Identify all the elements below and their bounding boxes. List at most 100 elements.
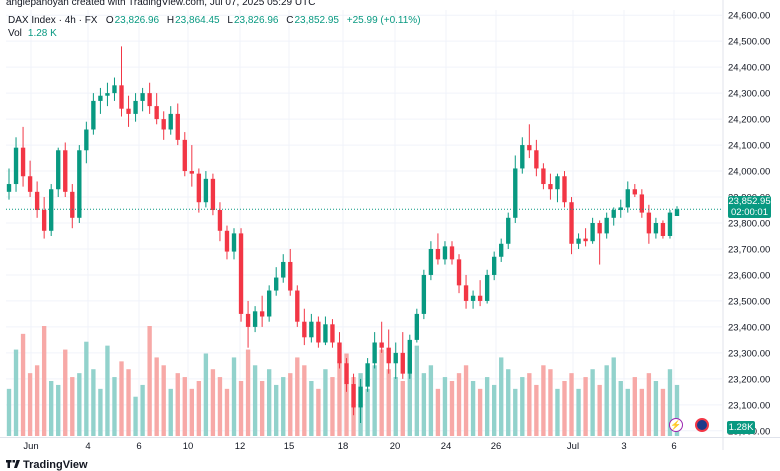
candle-body[interactable]	[337, 342, 342, 364]
candle-body[interactable]	[238, 233, 244, 314]
candle-body[interactable]	[288, 261, 293, 291]
candle-body[interactable]	[147, 93, 152, 107]
candle-body[interactable]	[414, 313, 420, 340]
candle-body[interactable]	[189, 171, 195, 174]
candle-body[interactable]	[20, 147, 26, 177]
candle-body[interactable]	[583, 238, 588, 242]
symbol-legend[interactable]: DAX Index · 4h · FX O23,826.96 H23,864.4…	[8, 15, 421, 26]
candle-body[interactable]	[217, 210, 223, 231]
candle-body[interactable]	[70, 191, 75, 218]
tradingview-brand[interactable]: TradingView	[6, 459, 88, 471]
candle-body[interactable]	[667, 212, 673, 236]
candle-body[interactable]	[477, 295, 483, 301]
candle-body[interactable]	[154, 106, 159, 120]
candle-body[interactable]	[302, 321, 307, 338]
candle-body[interactable]	[527, 145, 532, 151]
candle-body[interactable]	[323, 324, 328, 343]
candle-body[interactable]	[442, 246, 448, 260]
candle-body[interactable]	[309, 321, 314, 338]
candle-body[interactable]	[393, 352, 398, 364]
candle-body[interactable]	[259, 311, 265, 317]
candle-body[interactable]	[435, 248, 441, 260]
candle-body[interactable]	[161, 119, 166, 130]
candle-body[interactable]	[105, 93, 110, 96]
candle-body[interactable]	[646, 212, 652, 234]
candle-body[interactable]	[674, 209, 680, 216]
candle-body[interactable]	[555, 176, 560, 190]
candle-body[interactable]	[625, 189, 630, 208]
candle-body[interactable]	[365, 363, 370, 387]
candle-body[interactable]	[245, 313, 251, 327]
candle-body[interactable]	[653, 223, 659, 234]
candle-body[interactable]	[484, 274, 490, 301]
candle-body[interactable]	[63, 150, 68, 192]
candle-body[interactable]	[224, 230, 230, 252]
candle-body[interactable]	[428, 248, 434, 275]
candle-body[interactable]	[252, 311, 258, 327]
candle-body[interactable]	[576, 238, 581, 244]
volume-legend[interactable]: Vol 1.28 K	[8, 28, 57, 39]
candle-body[interactable]	[196, 173, 202, 203]
candle-body[interactable]	[386, 347, 391, 364]
candle-body[interactable]	[126, 108, 131, 114]
candle-body[interactable]	[112, 85, 117, 94]
candle-body[interactable]	[358, 386, 363, 408]
candle-body[interactable]	[541, 168, 546, 185]
candle-body[interactable]	[499, 243, 504, 257]
candle-body[interactable]	[520, 145, 525, 169]
candle-body[interactable]	[660, 223, 666, 236]
candle-body[interactable]	[379, 342, 384, 348]
candle-body[interactable]	[421, 274, 427, 314]
candle-body[interactable]	[34, 191, 40, 211]
candle-body[interactable]	[41, 210, 47, 231]
candle-body[interactable]	[548, 184, 553, 190]
candle-body[interactable]	[351, 384, 356, 408]
candle-body[interactable]	[27, 176, 33, 192]
candle-body[interactable]	[330, 324, 335, 343]
candle-body[interactable]	[463, 285, 469, 301]
candle-body[interactable]	[590, 223, 595, 242]
candle-body[interactable]	[611, 210, 616, 218]
candle-body[interactable]	[400, 352, 405, 374]
candle-body[interactable]	[168, 113, 173, 130]
candle-body[interactable]	[182, 139, 187, 172]
candle-body[interactable]	[98, 95, 103, 101]
candle-body[interactable]	[344, 363, 349, 385]
candle-body[interactable]	[203, 178, 209, 203]
candle-body[interactable]	[13, 147, 19, 185]
candle-body[interactable]	[56, 150, 61, 190]
candle-body[interactable]	[569, 202, 574, 244]
candle-body[interactable]	[281, 261, 286, 278]
candle-body[interactable]	[316, 321, 321, 343]
candle-body[interactable]	[470, 295, 476, 301]
candle-body[interactable]	[295, 290, 300, 322]
candle-body[interactable]	[534, 150, 539, 169]
candle-body[interactable]	[449, 246, 455, 260]
candle-body[interactable]	[119, 85, 124, 109]
candle-body[interactable]	[77, 150, 82, 218]
candle-body[interactable]	[506, 217, 511, 244]
candle-body[interactable]	[604, 217, 609, 234]
candle-body[interactable]	[456, 259, 462, 286]
candle-body[interactable]	[133, 100, 138, 114]
candle-body[interactable]	[639, 194, 645, 213]
candle-body[interactable]	[407, 339, 412, 374]
candle-body[interactable]	[231, 233, 237, 252]
candle-body[interactable]	[513, 168, 518, 218]
candle-body[interactable]	[597, 223, 602, 234]
candle-body[interactable]	[140, 93, 145, 101]
candle-body[interactable]	[491, 256, 497, 275]
candle-body[interactable]	[372, 342, 377, 364]
symbol-name[interactable]: DAX Index · 4h · FX	[8, 15, 98, 26]
candle-body[interactable]	[84, 129, 89, 151]
candle-body[interactable]	[266, 290, 272, 317]
candle-body[interactable]	[210, 178, 216, 211]
candle-body[interactable]	[175, 113, 180, 140]
candle-body[interactable]	[274, 277, 279, 291]
candle-body[interactable]	[632, 189, 637, 195]
candle-body[interactable]	[91, 100, 96, 130]
economic-event-icon[interactable]	[695, 418, 709, 432]
candle-body[interactable]	[562, 176, 567, 203]
